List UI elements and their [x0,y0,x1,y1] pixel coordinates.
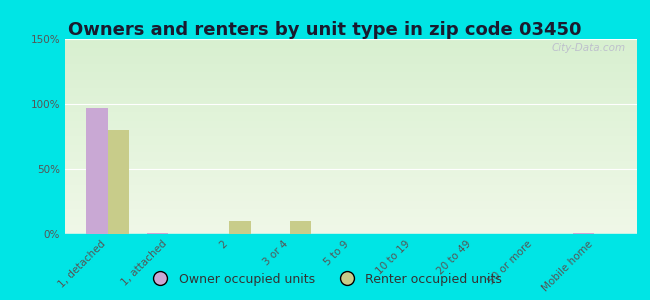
Bar [290,221,311,234]
Text: City-Data.com: City-Data.com [551,43,625,53]
Bar [147,233,168,234]
Bar [108,130,129,234]
Bar [229,221,251,234]
Bar [86,108,108,234]
Legend: Owner occupied units, Renter occupied units: Owner occupied units, Renter occupied un… [143,268,507,291]
Text: Owners and renters by unit type in zip code 03450: Owners and renters by unit type in zip c… [68,21,582,39]
Bar [573,233,594,234]
